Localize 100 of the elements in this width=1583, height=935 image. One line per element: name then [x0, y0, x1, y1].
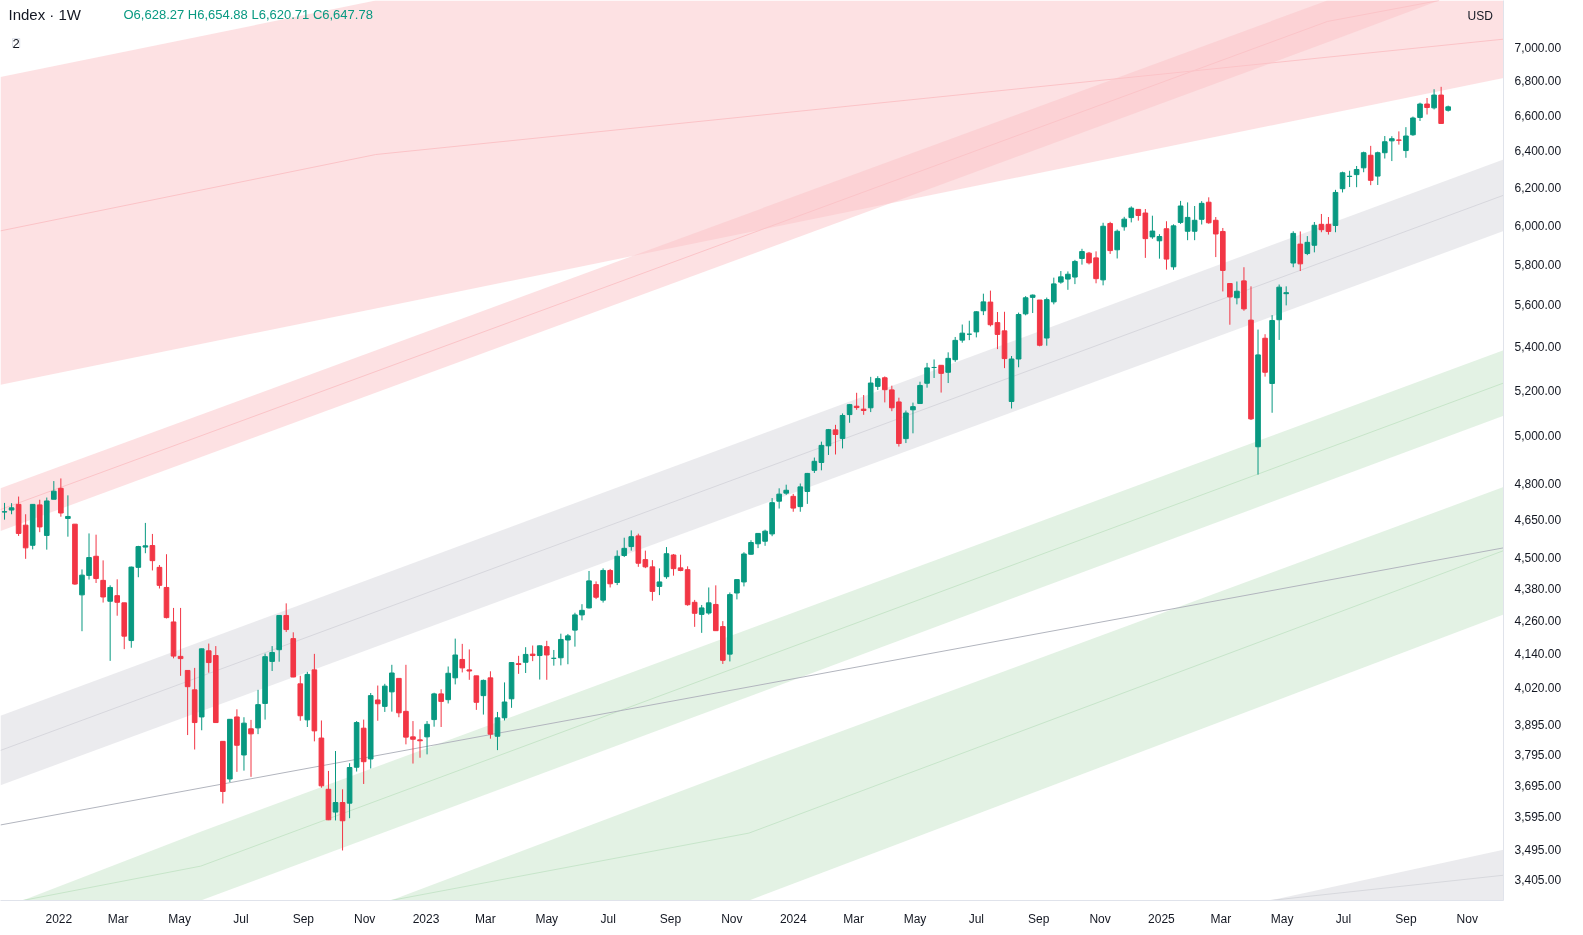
y-tick-label: 4,260.00 [1514, 614, 1562, 629]
x-tick-label: Sep [1028, 911, 1050, 926]
y-tick-label: 3,795.00 [1514, 747, 1562, 762]
x-tick-label: May [168, 911, 191, 926]
candlestick [480, 679, 487, 716]
y-tick-label: 4,140.00 [1514, 647, 1562, 662]
candlestick [149, 533, 156, 571]
x-tick-label: Nov [354, 911, 376, 926]
candlestick [980, 293, 987, 316]
candlestick [656, 567, 663, 596]
candlestick [917, 381, 923, 405]
candlestick [114, 578, 121, 617]
y-tick-label: 4,800.00 [1514, 476, 1562, 491]
y-tick-label: 5,400.00 [1514, 340, 1562, 355]
candlestick [459, 643, 466, 673]
x-tick-label: Sep [1395, 911, 1417, 926]
candlestick [572, 612, 578, 648]
candlestick [515, 655, 522, 675]
chart-title: Index · 1W [8, 5, 82, 23]
candlestick [1198, 200, 1205, 226]
y-tick-label: 3,595.00 [1514, 810, 1562, 825]
candlestick [424, 720, 430, 755]
candlestick [332, 750, 339, 821]
y-tick-label: 6,800.00 [1514, 74, 1562, 89]
candlestick [1353, 165, 1360, 188]
candlestick [832, 424, 839, 455]
y-tick-label: 6,400.00 [1514, 144, 1562, 159]
x-tick-label: May [903, 911, 927, 926]
candlestick [65, 494, 71, 538]
candlestick [1381, 135, 1388, 160]
x-tick-label: May [1270, 911, 1294, 926]
candlestick [93, 534, 99, 584]
y-tick-label: 5,000.00 [1514, 429, 1562, 444]
x-tick-label: Mar [475, 911, 496, 926]
x-tick-label: 2022 [45, 911, 73, 926]
candlestick [628, 529, 635, 552]
candlestick [184, 669, 191, 736]
candlestick [543, 640, 550, 681]
candlestick [607, 568, 613, 588]
candlestick [1234, 280, 1240, 305]
x-tick-label: 2025 [1148, 911, 1176, 926]
candlestick [959, 324, 966, 344]
candlestick [1227, 283, 1233, 326]
candlestick [51, 480, 57, 500]
y-tick-label: 4,500.00 [1514, 551, 1562, 566]
y-tick-label: 7,000.00 [1514, 40, 1562, 55]
x-tick-label: Jul [1335, 911, 1352, 926]
candlestick [621, 537, 628, 558]
x-tick-label: Jul [600, 911, 616, 926]
candlestick [1424, 97, 1430, 115]
x-tick-label: 2023 [412, 911, 440, 926]
candlestick [100, 559, 106, 604]
x-tick-label: Jul [968, 911, 985, 926]
x-tick-label: Nov [721, 911, 743, 926]
candlestick [1114, 229, 1120, 259]
x-tick-label: Mar [843, 911, 864, 926]
candlestick [987, 290, 994, 327]
x-tick-label: Nov [1089, 911, 1111, 926]
annotation: USD [1467, 8, 1494, 23]
candlestick [438, 688, 444, 728]
y-tick-label: 5,200.00 [1514, 384, 1562, 399]
y-tick-label: 6,600.00 [1514, 108, 1562, 123]
candlestick [1396, 130, 1402, 146]
candlestick [374, 685, 381, 722]
y-tick-label: 3,495.00 [1514, 842, 1562, 857]
candlestick [910, 402, 916, 434]
candlestick [255, 689, 261, 735]
candlestick [1297, 230, 1304, 272]
candlestick [107, 584, 113, 662]
candlestick [466, 648, 473, 681]
x-tick-label: Nov [1456, 911, 1478, 926]
candlestick [1079, 248, 1085, 266]
y-tick-label: 6,200.00 [1514, 180, 1562, 195]
y-tick-label: 5,600.00 [1514, 298, 1562, 313]
candlestick [994, 311, 1001, 350]
y-tick-label: 3,895.00 [1514, 717, 1562, 732]
candlestick [156, 564, 163, 590]
annotation: 2 [12, 35, 20, 51]
candlestick [248, 719, 254, 778]
candlestick [860, 394, 867, 416]
y-tick-label: 3,695.00 [1514, 778, 1562, 793]
x-tick-label: Sep [292, 911, 315, 926]
candlestick [36, 499, 43, 533]
candlestick [1389, 135, 1395, 162]
candlestick [536, 645, 543, 681]
y-tick-label: 4,650.00 [1514, 513, 1562, 528]
candlestick [938, 364, 944, 394]
candlestick [522, 646, 529, 674]
candlestick [1029, 293, 1036, 314]
x-tick-label: 2024 [779, 911, 807, 926]
candlestick [177, 607, 184, 677]
x-tick-label: Mar [1210, 911, 1232, 926]
y-tick-label: 3,405.00 [1514, 873, 1562, 888]
x-tick-label: Sep [659, 911, 682, 926]
candlestick [1403, 126, 1409, 159]
candlestick [579, 603, 585, 621]
y-tick-label: 5,800.00 [1514, 257, 1562, 272]
candlestick [339, 788, 346, 851]
candlestick [663, 546, 670, 580]
y-tick-label: 6,000.00 [1514, 218, 1562, 233]
